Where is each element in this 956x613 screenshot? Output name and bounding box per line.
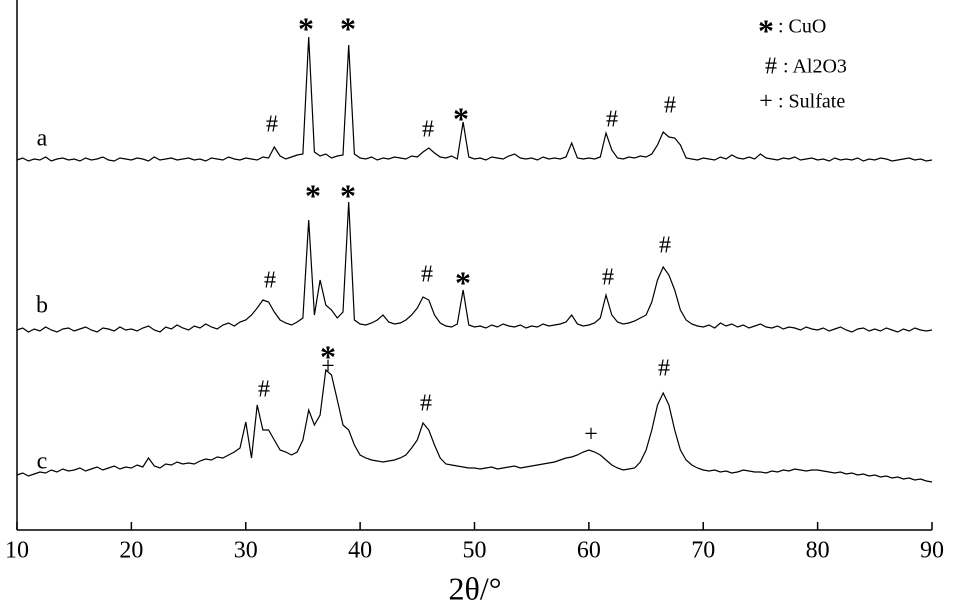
series-label: c <box>37 449 48 475</box>
peak-annotation: * <box>455 264 471 300</box>
legend-label: : CuO <box>778 16 826 38</box>
peak-annotation: # <box>421 262 433 288</box>
x-tick-label: 30 <box>234 538 258 564</box>
series-label: a <box>37 126 48 152</box>
legend-symbol: + <box>759 89 773 115</box>
x-tick-label: 60 <box>577 538 601 564</box>
peak-annotation: # <box>420 391 432 417</box>
peak-annotation: * <box>298 10 314 46</box>
x-tick-label: 50 <box>463 538 487 564</box>
peak-annotation: # <box>606 107 618 133</box>
x-tick-label: 20 <box>119 538 143 564</box>
x-tick-label: 40 <box>348 538 372 564</box>
peak-annotation: # <box>658 356 670 382</box>
peak-annotation: # <box>659 233 671 259</box>
x-tick-label: 90 <box>920 538 944 564</box>
legend-symbol: * <box>758 12 774 48</box>
peak-annotation: # <box>422 117 434 143</box>
series-label: b <box>36 293 48 319</box>
legend-label: : Sulfate <box>778 91 845 113</box>
peak-annotation: # <box>602 265 614 291</box>
legend-symbol: # <box>765 54 777 80</box>
xrd-line <box>16 201 933 333</box>
peak-annotation: # <box>266 112 278 138</box>
peak-annotation: + <box>584 422 598 448</box>
peak-annotation: * <box>320 338 336 374</box>
x-tick-label: 70 <box>691 538 715 564</box>
x-axis-label: 2θ/° <box>448 570 501 606</box>
peak-annotation: # <box>258 377 270 403</box>
x-tick-label: 80 <box>806 538 830 564</box>
x-tick-label: 10 <box>5 538 29 564</box>
peak-annotation: * <box>453 100 469 136</box>
peak-annotation: * <box>340 10 356 46</box>
peak-annotation: # <box>264 268 276 294</box>
peak-annotation: + <box>321 354 335 380</box>
xrd-line <box>16 36 933 162</box>
peak-annotation: * <box>305 177 321 213</box>
legend-label: : Al2O3 <box>783 56 847 78</box>
peak-annotation: # <box>664 93 676 119</box>
xrd-line <box>16 368 933 483</box>
peak-annotation: * <box>340 177 356 213</box>
